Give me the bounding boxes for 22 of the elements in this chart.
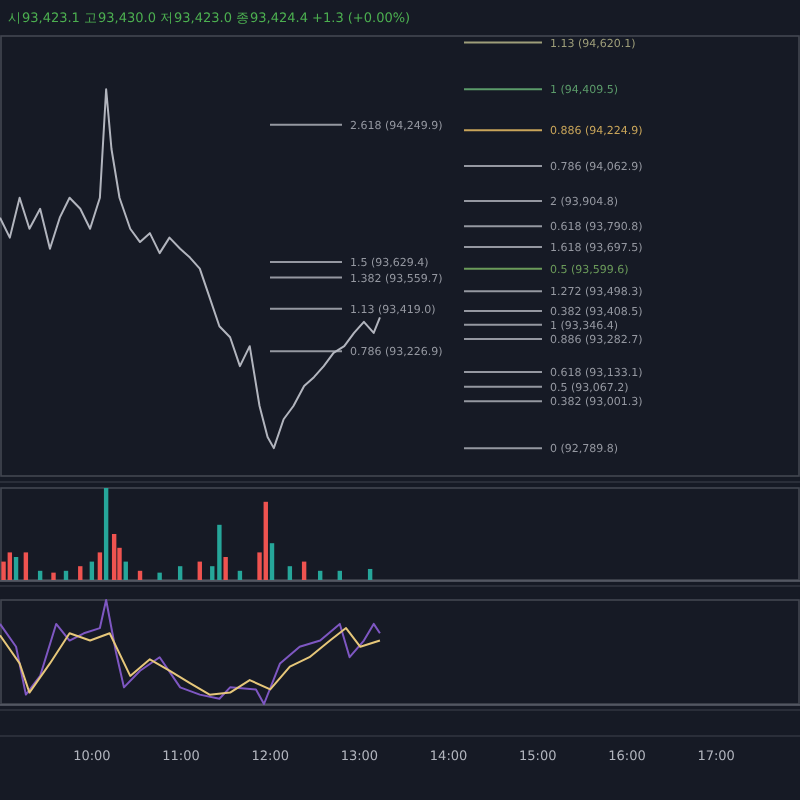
- bar: [367, 568, 373, 580]
- bar: [269, 543, 275, 580]
- bar: [13, 557, 19, 580]
- bar: [97, 552, 103, 580]
- bar: [111, 534, 117, 580]
- bar: [157, 572, 162, 580]
- bar: [103, 488, 109, 580]
- bar: [317, 570, 323, 580]
- bar: [7, 552, 13, 580]
- bar: [137, 570, 143, 580]
- bar: [217, 524, 222, 580]
- bar: [78, 566, 83, 580]
- bar: [223, 557, 228, 580]
- bar: [237, 570, 243, 580]
- bar: [337, 570, 342, 580]
- bar: [287, 566, 293, 580]
- bar: [23, 552, 29, 580]
- bar: [177, 566, 183, 580]
- bar: [63, 570, 69, 580]
- bar: [263, 501, 268, 580]
- bar: [37, 570, 43, 580]
- bar: [51, 572, 56, 580]
